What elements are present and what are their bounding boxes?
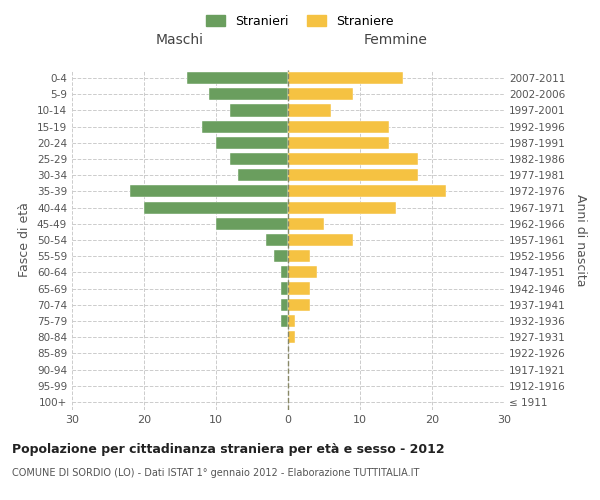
Bar bbox=[288, 250, 310, 262]
Bar bbox=[288, 169, 418, 181]
Bar bbox=[216, 218, 288, 230]
Bar bbox=[144, 202, 288, 213]
Bar bbox=[238, 169, 288, 181]
Bar bbox=[288, 298, 310, 311]
Bar bbox=[288, 315, 295, 327]
Bar bbox=[202, 120, 288, 132]
Bar bbox=[230, 153, 288, 165]
Text: Maschi: Maschi bbox=[156, 34, 204, 48]
Bar bbox=[288, 186, 446, 198]
Bar bbox=[288, 72, 403, 84]
Text: COMUNE DI SORDIO (LO) - Dati ISTAT 1° gennaio 2012 - Elaborazione TUTTITALIA.IT: COMUNE DI SORDIO (LO) - Dati ISTAT 1° ge… bbox=[12, 468, 419, 477]
Bar bbox=[288, 104, 331, 117]
Bar bbox=[230, 104, 288, 117]
Y-axis label: Anni di nascita: Anni di nascita bbox=[574, 194, 587, 286]
Text: Femmine: Femmine bbox=[364, 34, 428, 48]
Bar bbox=[288, 266, 317, 278]
Bar bbox=[187, 72, 288, 84]
Bar bbox=[274, 250, 288, 262]
Text: Popolazione per cittadinanza straniera per età e sesso - 2012: Popolazione per cittadinanza straniera p… bbox=[12, 442, 445, 456]
Bar bbox=[281, 266, 288, 278]
Bar bbox=[288, 218, 324, 230]
Bar bbox=[288, 282, 310, 294]
Bar bbox=[288, 234, 353, 246]
Bar bbox=[288, 120, 389, 132]
Y-axis label: Fasce di età: Fasce di età bbox=[19, 202, 31, 278]
Bar bbox=[130, 186, 288, 198]
Bar bbox=[288, 331, 295, 343]
Bar bbox=[281, 298, 288, 311]
Bar bbox=[281, 282, 288, 294]
Bar bbox=[288, 202, 396, 213]
Bar bbox=[209, 88, 288, 101]
Bar bbox=[281, 315, 288, 327]
Legend: Stranieri, Straniere: Stranieri, Straniere bbox=[203, 11, 397, 32]
Bar bbox=[288, 88, 353, 101]
Bar bbox=[288, 153, 418, 165]
Bar bbox=[216, 137, 288, 149]
Bar bbox=[288, 137, 389, 149]
Bar bbox=[266, 234, 288, 246]
